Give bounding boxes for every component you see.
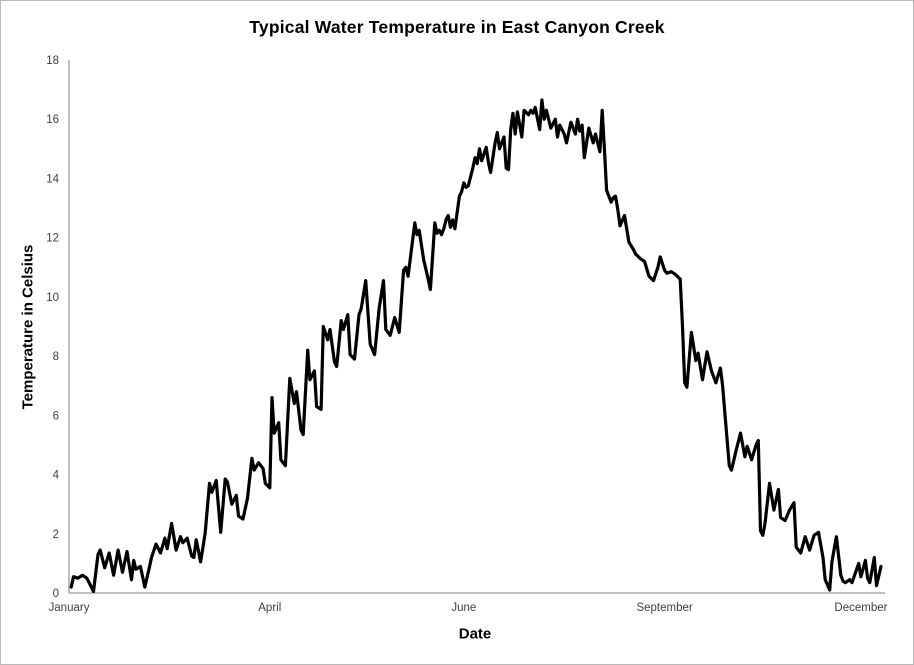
x-tick-label: December xyxy=(834,602,887,614)
y-tick-label: 16 xyxy=(46,114,59,126)
x-tick-label: April xyxy=(258,602,281,614)
chart-title: Typical Water Temperature in East Canyon… xyxy=(249,17,665,37)
y-tick-label: 14 xyxy=(46,173,59,185)
x-tick-label: September xyxy=(636,602,692,614)
x-tick-label: January xyxy=(49,602,90,614)
y-tick-label: 6 xyxy=(53,410,59,422)
y-tick-label: 12 xyxy=(46,233,59,245)
y-tick-label: 0 xyxy=(53,588,59,600)
y-tick-label: 18 xyxy=(46,55,59,67)
x-tick-label: June xyxy=(451,602,476,614)
temperature-line xyxy=(69,98,883,594)
x-axis-title: Date xyxy=(458,625,492,643)
y-tick-label: 10 xyxy=(46,292,59,304)
y-tick-label: 4 xyxy=(53,470,60,482)
y-tick-label: 8 xyxy=(53,351,59,363)
y-tick-label: 2 xyxy=(53,529,59,541)
